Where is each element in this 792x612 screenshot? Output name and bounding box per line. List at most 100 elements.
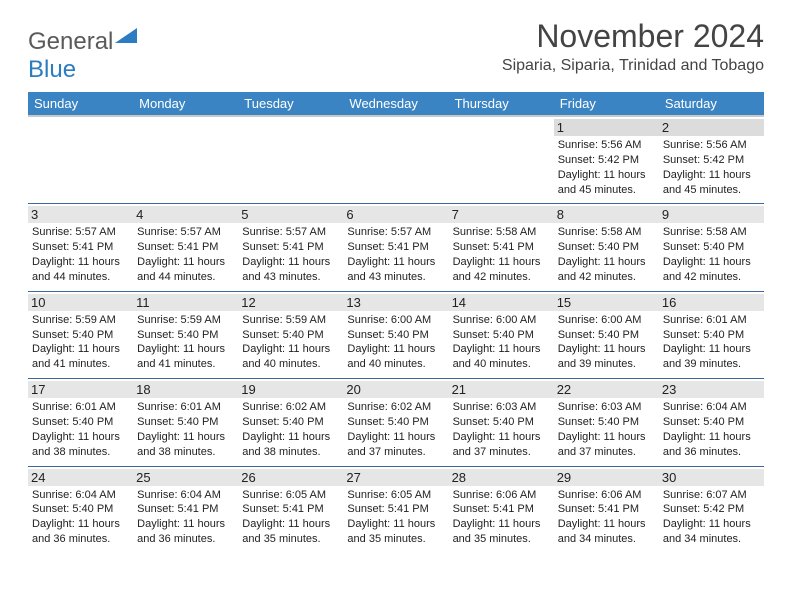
calendar-day-cell: 7 Sunrise: 5:58 AMSunset: 5:41 PMDaylight… bbox=[449, 204, 554, 291]
calendar-day-cell: 5Sunrise: 5:57 AMSunset: 5:41 PMDaylight… bbox=[238, 204, 343, 291]
calendar-day-cell: 2Sunrise: 5:56 AMSunset: 5:42 PMDaylight… bbox=[659, 116, 764, 204]
calendar-day-cell bbox=[238, 116, 343, 204]
day-number: 14 bbox=[449, 294, 554, 311]
calendar-day-cell: 13 Sunrise: 6:00 AMSunset: 5:40 PMDayligh… bbox=[343, 291, 448, 378]
day-number: 26 bbox=[238, 469, 343, 486]
title-block: November 2024 Siparia, Siparia, Trinidad… bbox=[502, 18, 764, 75]
day-number: 11 bbox=[133, 294, 238, 311]
day-info: Sunrise: 5:58 AMSunset: 5:40 PMDaylight:… bbox=[663, 225, 760, 284]
day-number: 10 bbox=[28, 294, 133, 311]
day-number: 15 bbox=[554, 294, 659, 311]
calendar-day-cell: 8 Sunrise: 5:58 AMSunset: 5:40 PMDaylight… bbox=[554, 204, 659, 291]
calendar-page: General Blue November 2024 Siparia, Sipa… bbox=[0, 0, 792, 571]
day-info: Sunrise: 6:06 AMSunset: 5:41 PMDaylight:… bbox=[558, 488, 655, 547]
calendar-week-row: 17Sunrise: 6:01 AMSunset: 5:40 PMDayligh… bbox=[28, 379, 764, 466]
day-info: Sunrise: 6:04 AMSunset: 5:40 PMDaylight:… bbox=[32, 488, 129, 547]
day-number: 27 bbox=[343, 469, 448, 486]
day-number: 13 bbox=[343, 294, 448, 311]
calendar-day-cell: 15 Sunrise: 6:00 AMSunset: 5:40 PMDayligh… bbox=[554, 291, 659, 378]
day-info: Sunrise: 5:58 AMSunset: 5:40 PMDaylight:… bbox=[558, 225, 655, 284]
day-info: Sunrise: 6:04 AMSunset: 5:40 PMDaylight:… bbox=[663, 400, 760, 459]
calendar-day-cell: 6Sunrise: 5:57 AMSunset: 5:41 PMDaylight… bbox=[343, 204, 448, 291]
calendar-day-cell: 3 Sunrise: 5:57 AMSunset: 5:41 PMDaylight… bbox=[28, 204, 133, 291]
month-title: November 2024 bbox=[502, 18, 764, 55]
day-info: Sunrise: 5:58 AMSunset: 5:41 PMDaylight:… bbox=[453, 225, 550, 284]
calendar-day-cell: 21 Sunrise: 6:03 AMSunset: 5:40 PMDayligh… bbox=[449, 379, 554, 466]
calendar-day-cell bbox=[28, 116, 133, 204]
day-header: Monday bbox=[133, 92, 238, 116]
day-header: Saturday bbox=[659, 92, 764, 116]
day-info: Sunrise: 5:57 AMSunset: 5:41 PMDaylight:… bbox=[32, 225, 129, 284]
calendar-day-cell: 25 Sunrise: 6:04 AMSunset: 5:41 PMDayligh… bbox=[133, 466, 238, 553]
calendar-day-cell: 11 Sunrise: 5:59 AMSunset: 5:40 PMDayligh… bbox=[133, 291, 238, 378]
day-number: 24 bbox=[28, 469, 133, 486]
calendar-day-cell: 10 Sunrise: 5:59 AMSunset: 5:40 PMDayligh… bbox=[28, 291, 133, 378]
day-number: 20 bbox=[343, 381, 448, 398]
day-number: 8 bbox=[554, 206, 659, 223]
brand-word-1: General bbox=[28, 28, 113, 55]
day-number: 5 bbox=[238, 206, 343, 223]
calendar-day-cell: 30 Sunrise: 6:07 AMSunset: 5:42 PMDayligh… bbox=[659, 466, 764, 553]
day-header: Thursday bbox=[449, 92, 554, 116]
day-info: Sunrise: 6:02 AMSunset: 5:40 PMDaylight:… bbox=[347, 400, 444, 459]
day-number: 22 bbox=[554, 381, 659, 398]
day-info: Sunrise: 6:03 AMSunset: 5:40 PMDaylight:… bbox=[453, 400, 550, 459]
day-info: Sunrise: 6:07 AMSunset: 5:42 PMDaylight:… bbox=[663, 488, 760, 547]
day-number: 4 bbox=[133, 206, 238, 223]
calendar-day-cell: 17Sunrise: 6:01 AMSunset: 5:40 PMDayligh… bbox=[28, 379, 133, 466]
calendar-day-cell: 23Sunrise: 6:04 AMSunset: 5:40 PMDayligh… bbox=[659, 379, 764, 466]
day-info: Sunrise: 5:59 AMSunset: 5:40 PMDaylight:… bbox=[32, 313, 129, 372]
day-info: Sunrise: 6:01 AMSunset: 5:40 PMDaylight:… bbox=[137, 400, 234, 459]
calendar-day-cell bbox=[449, 116, 554, 204]
calendar-day-cell: 12Sunrise: 5:59 AMSunset: 5:40 PMDayligh… bbox=[238, 291, 343, 378]
calendar-body: 1Sunrise: 5:56 AMSunset: 5:42 PMDaylight… bbox=[28, 116, 764, 553]
day-info: Sunrise: 5:59 AMSunset: 5:40 PMDaylight:… bbox=[242, 313, 339, 372]
day-info: Sunrise: 6:04 AMSunset: 5:41 PMDaylight:… bbox=[137, 488, 234, 547]
calendar-day-cell bbox=[133, 116, 238, 204]
calendar-day-cell: 27 Sunrise: 6:05 AMSunset: 5:41 PMDayligh… bbox=[343, 466, 448, 553]
calendar-table: Sunday Monday Tuesday Wednesday Thursday… bbox=[28, 92, 764, 553]
calendar-week-row: 3Sunrise: 5:57 AMSunset: 5:41 PMDaylight… bbox=[28, 204, 764, 291]
day-info: Sunrise: 6:00 AMSunset: 5:40 PMDaylight:… bbox=[347, 313, 444, 372]
calendar-day-cell: 18 Sunrise: 6:01 AMSunset: 5:40 PMDayligh… bbox=[133, 379, 238, 466]
calendar-day-cell: 1 Sunrise: 5:56 AMSunset: 5:42 PMDaylight… bbox=[554, 116, 659, 204]
day-info: Sunrise: 6:00 AMSunset: 5:40 PMDaylight:… bbox=[558, 313, 655, 372]
day-number: 21 bbox=[449, 381, 554, 398]
day-header: Tuesday bbox=[238, 92, 343, 116]
day-number: 16 bbox=[659, 294, 764, 311]
day-info: Sunrise: 5:57 AMSunset: 5:41 PMDaylight:… bbox=[137, 225, 234, 284]
day-number: 3 bbox=[28, 206, 133, 223]
day-info: Sunrise: 6:01 AMSunset: 5:40 PMDaylight:… bbox=[32, 400, 129, 459]
day-number: 1 bbox=[554, 119, 659, 136]
day-info: Sunrise: 6:05 AMSunset: 5:41 PMDaylight:… bbox=[347, 488, 444, 547]
calendar-day-cell: 26 Sunrise: 6:05 AMSunset: 5:41 PMDayligh… bbox=[238, 466, 343, 553]
day-info: Sunrise: 6:01 AMSunset: 5:40 PMDaylight:… bbox=[663, 313, 760, 372]
day-header: Sunday bbox=[28, 92, 133, 116]
day-info: Sunrise: 5:59 AMSunset: 5:40 PMDaylight:… bbox=[137, 313, 234, 372]
calendar-day-cell: 19 Sunrise: 6:02 AMSunset: 5:40 PMDayligh… bbox=[238, 379, 343, 466]
day-info: Sunrise: 6:00 AMSunset: 5:40 PMDaylight:… bbox=[453, 313, 550, 372]
calendar-day-cell: 29 Sunrise: 6:06 AMSunset: 5:41 PMDayligh… bbox=[554, 466, 659, 553]
day-number: 7 bbox=[449, 206, 554, 223]
calendar-week-row: 10Sunrise: 5:59 AMSunset: 5:40 PMDayligh… bbox=[28, 291, 764, 378]
day-info: Sunrise: 6:02 AMSunset: 5:40 PMDaylight:… bbox=[242, 400, 339, 459]
calendar-week-row: 1Sunrise: 5:56 AMSunset: 5:42 PMDaylight… bbox=[28, 116, 764, 204]
day-info: Sunrise: 6:05 AMSunset: 5:41 PMDaylight:… bbox=[242, 488, 339, 547]
day-number: 30 bbox=[659, 469, 764, 486]
day-number: 19 bbox=[238, 381, 343, 398]
day-header: Wednesday bbox=[343, 92, 448, 116]
day-number: 29 bbox=[554, 469, 659, 486]
calendar-day-cell: 28Sunrise: 6:06 AMSunset: 5:41 PMDayligh… bbox=[449, 466, 554, 553]
calendar-day-cell bbox=[343, 116, 448, 204]
day-info: Sunrise: 6:06 AMSunset: 5:41 PMDaylight:… bbox=[453, 488, 550, 547]
day-info: Sunrise: 5:57 AMSunset: 5:41 PMDaylight:… bbox=[347, 225, 444, 284]
calendar-day-cell: 9Sunrise: 5:58 AMSunset: 5:40 PMDaylight… bbox=[659, 204, 764, 291]
calendar-day-cell: 24 Sunrise: 6:04 AMSunset: 5:40 PMDayligh… bbox=[28, 466, 133, 553]
day-info: Sunrise: 5:56 AMSunset: 5:42 PMDaylight:… bbox=[663, 138, 760, 197]
day-info: Sunrise: 5:56 AMSunset: 5:42 PMDaylight:… bbox=[558, 138, 655, 197]
calendar-day-cell: 22 Sunrise: 6:03 AMSunset: 5:40 PMDayligh… bbox=[554, 379, 659, 466]
day-number: 25 bbox=[133, 469, 238, 486]
day-info: Sunrise: 6:03 AMSunset: 5:40 PMDaylight:… bbox=[558, 400, 655, 459]
day-number: 18 bbox=[133, 381, 238, 398]
brand-logo: General Blue bbox=[28, 18, 137, 84]
